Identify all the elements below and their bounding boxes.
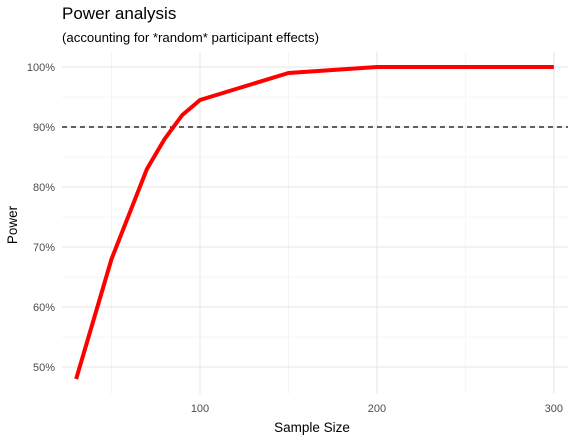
x-tick-label: 200 <box>368 403 386 415</box>
major-gridlines <box>62 52 568 394</box>
y-tick-label: 60% <box>33 302 55 314</box>
y-tick-label: 90% <box>33 122 55 134</box>
chart-title: Power analysis <box>62 4 177 23</box>
power-series-line <box>74 65 554 380</box>
x-tick-labels: 100 200 300 <box>191 403 563 415</box>
x-tick-label: 100 <box>191 403 209 415</box>
y-tick-labels: 50% 60% 70% 80% 90% 100% <box>27 62 55 374</box>
y-tick-label: 100% <box>27 62 55 74</box>
chart-subtitle: (accounting for *random* participant eff… <box>62 30 320 45</box>
y-tick-label: 70% <box>33 242 55 254</box>
series-layer <box>74 65 554 380</box>
x-axis-title: Sample Size <box>274 420 350 435</box>
y-axis-title: Power <box>5 205 20 244</box>
x-tick-label: 300 <box>545 403 563 415</box>
y-tick-label: 80% <box>33 182 55 194</box>
minor-gridlines <box>62 52 568 394</box>
y-tick-label: 50% <box>33 362 55 374</box>
